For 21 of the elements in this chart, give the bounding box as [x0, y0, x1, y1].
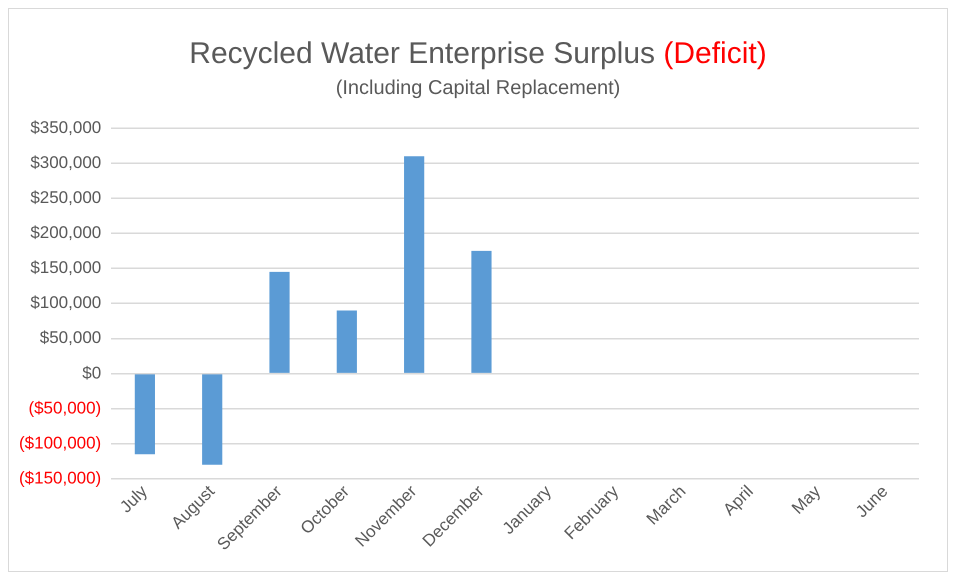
y-tick-label: $150,000 — [30, 258, 102, 278]
y-tick-label: $250,000 — [30, 188, 102, 207]
y-tick-label: ($150,000) — [18, 468, 102, 488]
y-tick-label: $300,000 — [30, 152, 102, 172]
bar — [269, 272, 290, 373]
x-tick-label: May — [788, 481, 825, 518]
chart-title: Recycled Water Enterprise Surplus (Deficit) — [189, 37, 767, 70]
y-tick-label: ($50,000) — [28, 398, 102, 418]
y-tick-label: $100,000 — [30, 293, 102, 312]
x-tick-label: July — [116, 481, 152, 517]
y-tick-label: $350,000 — [30, 118, 102, 137]
y-tick-label: $0 — [82, 363, 102, 382]
bar — [471, 250, 492, 373]
bar — [336, 310, 357, 373]
y-tick-label: $200,000 — [30, 223, 102, 242]
bar — [134, 374, 155, 454]
chart-subtitle: (Including Capital Replacement) — [334, 77, 622, 100]
y-tick-label: ($100,000) — [18, 433, 102, 452]
y-tick-label: $50,000 — [40, 328, 102, 348]
bar — [202, 374, 222, 465]
bar — [404, 156, 424, 373]
